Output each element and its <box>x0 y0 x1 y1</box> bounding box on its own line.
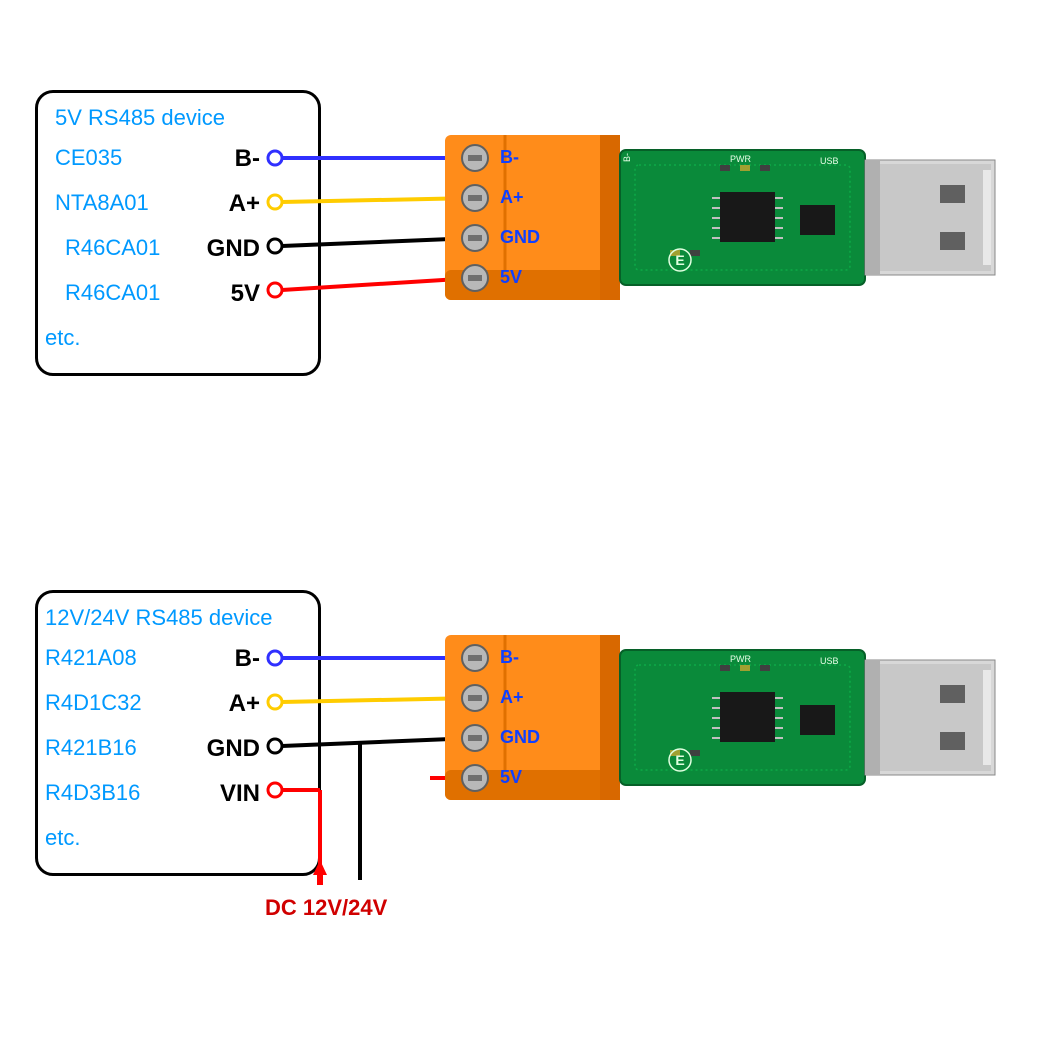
terminal-block-2 <box>445 635 620 800</box>
svg-text:USB: USB <box>820 156 839 166</box>
term-b-minus-2: B- <box>500 647 519 668</box>
usb-connector-2 <box>865 660 995 775</box>
svg-text:USB: USB <box>820 656 839 666</box>
svg-text:E: E <box>675 252 684 268</box>
svg-text:PWR: PWR <box>730 154 751 164</box>
term-a-plus: A+ <box>500 187 524 208</box>
term-5v: 5V <box>500 267 522 288</box>
svg-text:PWR: PWR <box>730 654 751 664</box>
module-diagram-1: E B- PWR USB <box>0 80 1050 480</box>
term-gnd-2: GND <box>500 727 540 748</box>
svg-text:B-: B- <box>622 153 632 162</box>
term-a-plus-2: A+ <box>500 687 524 708</box>
terminal-block <box>445 135 620 300</box>
module-diagram-2: E PWR USB <box>0 580 1050 1000</box>
usb-connector <box>865 160 995 275</box>
term-5v-2: 5V <box>500 767 522 788</box>
svg-text:E: E <box>675 752 684 768</box>
term-gnd: GND <box>500 227 540 248</box>
dc-power-label: DC 12V/24V <box>265 895 387 921</box>
pcb: E B- PWR USB <box>620 150 865 285</box>
pcb-2: E PWR USB <box>620 650 865 785</box>
term-b-minus: B- <box>500 147 519 168</box>
